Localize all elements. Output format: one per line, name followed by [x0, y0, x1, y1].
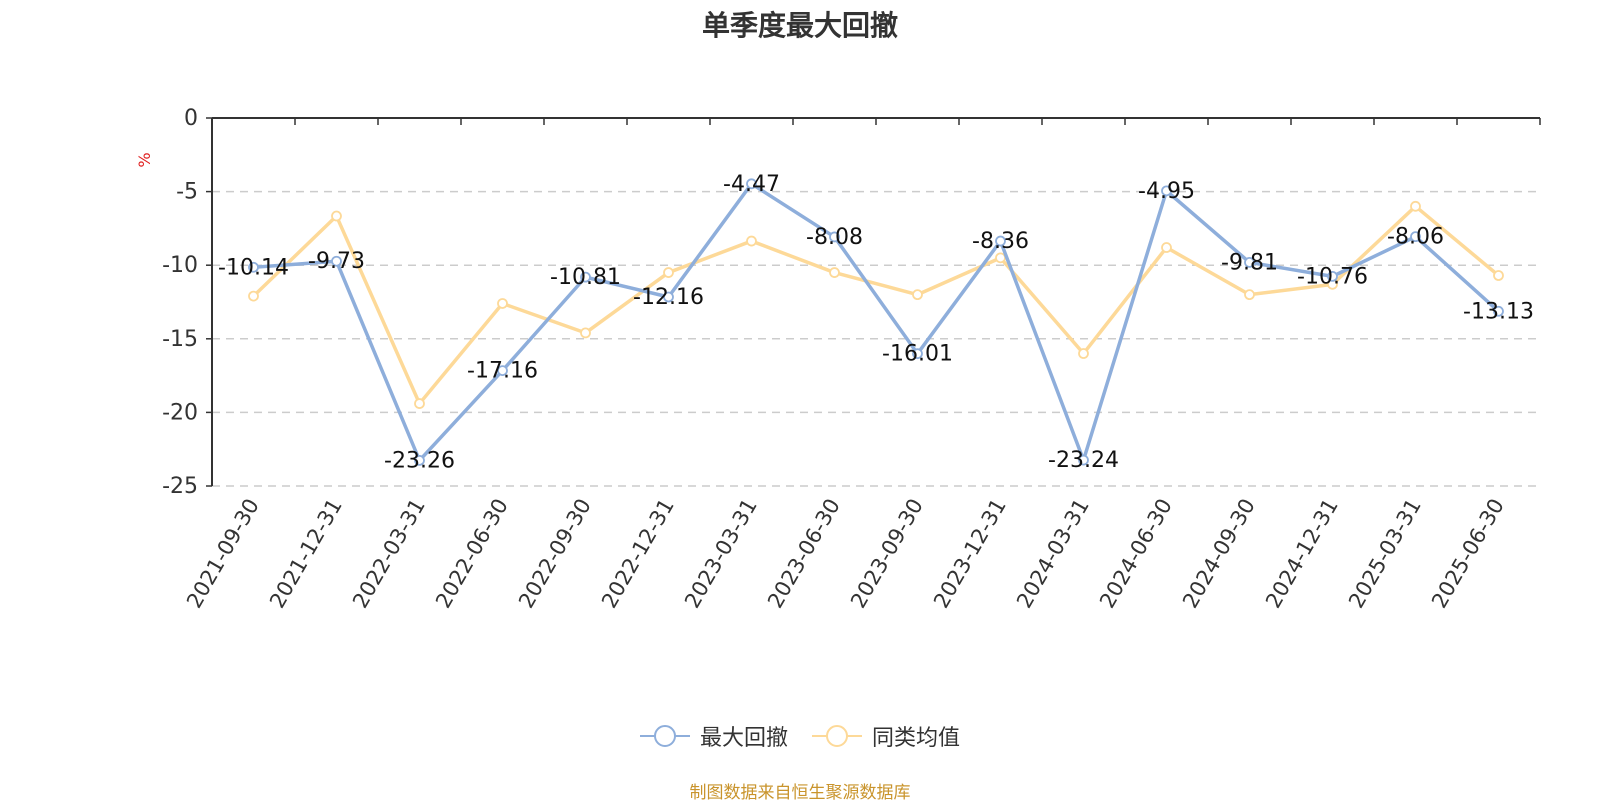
data-point[interactable]	[1410, 200, 1421, 212]
data-label: -10.81	[550, 265, 621, 290]
data-label: -16.01	[882, 342, 953, 367]
data-point[interactable]	[746, 178, 757, 190]
data-point[interactable]	[912, 289, 923, 301]
data-point[interactable]	[414, 454, 425, 466]
y-tick-label: 0	[184, 106, 198, 131]
chart-title: 单季度最大回撤	[701, 9, 898, 42]
data-point[interactable]	[248, 261, 259, 273]
data-point[interactable]	[829, 231, 840, 243]
data-point[interactable]	[912, 348, 923, 360]
data-label: -4.95	[1138, 179, 1195, 204]
x-tick-label: 2023-12-31	[929, 495, 1011, 613]
x-tick-label: 2025-06-30	[1427, 495, 1509, 613]
data-point[interactable]	[829, 267, 840, 278]
data-point[interactable]	[497, 298, 508, 309]
series-line	[252, 204, 1500, 406]
data-point[interactable]	[580, 271, 591, 283]
data-label: -12.16	[633, 285, 704, 310]
line-chart: 0-5-10-15-20-25%2021-09-30 2021-12-31 2022…	[135, 106, 1541, 613]
data-label: -23.26	[384, 448, 455, 473]
data-point[interactable]	[331, 210, 342, 222]
data-point[interactable]	[414, 398, 425, 409]
data-point[interactable]	[1327, 270, 1338, 282]
x-tick-label: 2024-12-31	[1261, 495, 1343, 613]
legend-item-peer-average[interactable]: 同类均值	[812, 720, 960, 752]
y-tick-label: -25	[162, 474, 198, 499]
y-tick-label: -20	[162, 400, 198, 425]
data-source-note: 制图数据来自恒生聚源数据库	[689, 783, 911, 803]
data-point[interactable]	[1493, 305, 1504, 317]
data-point[interactable]	[497, 365, 508, 376]
data-label: -8.06	[1387, 225, 1444, 250]
series-line	[253, 182, 1500, 463]
x-tick-label: 2025-03-31	[1344, 495, 1426, 613]
legend-label: 同类均值	[872, 726, 961, 751]
data-point[interactable]	[248, 290, 259, 302]
data-label: -13.13	[1463, 299, 1534, 324]
data-point[interactable]	[331, 255, 342, 267]
x-tick-label: 2022-09-30	[514, 495, 596, 613]
data-point[interactable]	[1493, 270, 1504, 281]
x-tick-label: 2024-09-30	[1178, 495, 1260, 613]
x-tick-label: 2023-09-30	[846, 495, 928, 613]
y-tick-label: -10	[162, 253, 198, 278]
data-point[interactable]	[1161, 242, 1172, 253]
data-point[interactable]	[1078, 348, 1089, 359]
y-tick-label: -15	[162, 327, 198, 352]
data-point[interactable]	[663, 291, 674, 303]
legend: 最大回撤 同类均值	[0, 720, 1600, 752]
data-label: -23.24	[1048, 448, 1119, 473]
data-point[interactable]	[1410, 231, 1421, 243]
legend-label: 最大回撤	[699, 726, 788, 751]
data-label: -10.14	[218, 255, 289, 280]
x-tick-label: 2023-06-30	[763, 495, 845, 613]
data-point[interactable]	[663, 267, 674, 278]
y-tick-label: -5	[176, 180, 198, 205]
line-circle-icon	[639, 725, 690, 747]
data-label: -9.81	[1221, 250, 1278, 275]
data-point[interactable]	[1078, 454, 1089, 466]
x-tick-label: 2022-03-31	[348, 495, 430, 613]
data-label: -8.36	[972, 229, 1029, 254]
x-tick-label: 2023-03-31	[680, 495, 762, 613]
x-tick-label: 2024-03-31	[1012, 495, 1094, 613]
data-point[interactable]	[1161, 185, 1172, 197]
data-point[interactable]	[1244, 289, 1255, 301]
data-label: -9.73	[308, 249, 365, 274]
data-label: -10.76	[1297, 264, 1368, 289]
x-tick-label: 2024-06-30	[1095, 495, 1177, 613]
line-circle-icon	[812, 725, 862, 747]
data-label: -8.08	[806, 225, 863, 250]
y-axis-unit: %	[135, 152, 154, 167]
data-point[interactable]	[995, 235, 1006, 247]
data-point[interactable]	[995, 252, 1006, 264]
x-tick-label: 2021-12-31	[265, 495, 347, 613]
legend-item-max-drawdown[interactable]: 最大回撤	[639, 720, 788, 752]
data-label: -4.47	[723, 172, 780, 197]
x-tick-label: 2022-06-30	[431, 495, 513, 613]
x-tick-label: 2021-09-30	[182, 495, 264, 613]
data-point[interactable]	[1244, 257, 1255, 268]
data-point[interactable]	[746, 235, 757, 247]
x-tick-label: 2022-12-31	[597, 495, 679, 613]
data-point[interactable]	[580, 327, 591, 339]
data-label: -17.16	[467, 359, 538, 384]
